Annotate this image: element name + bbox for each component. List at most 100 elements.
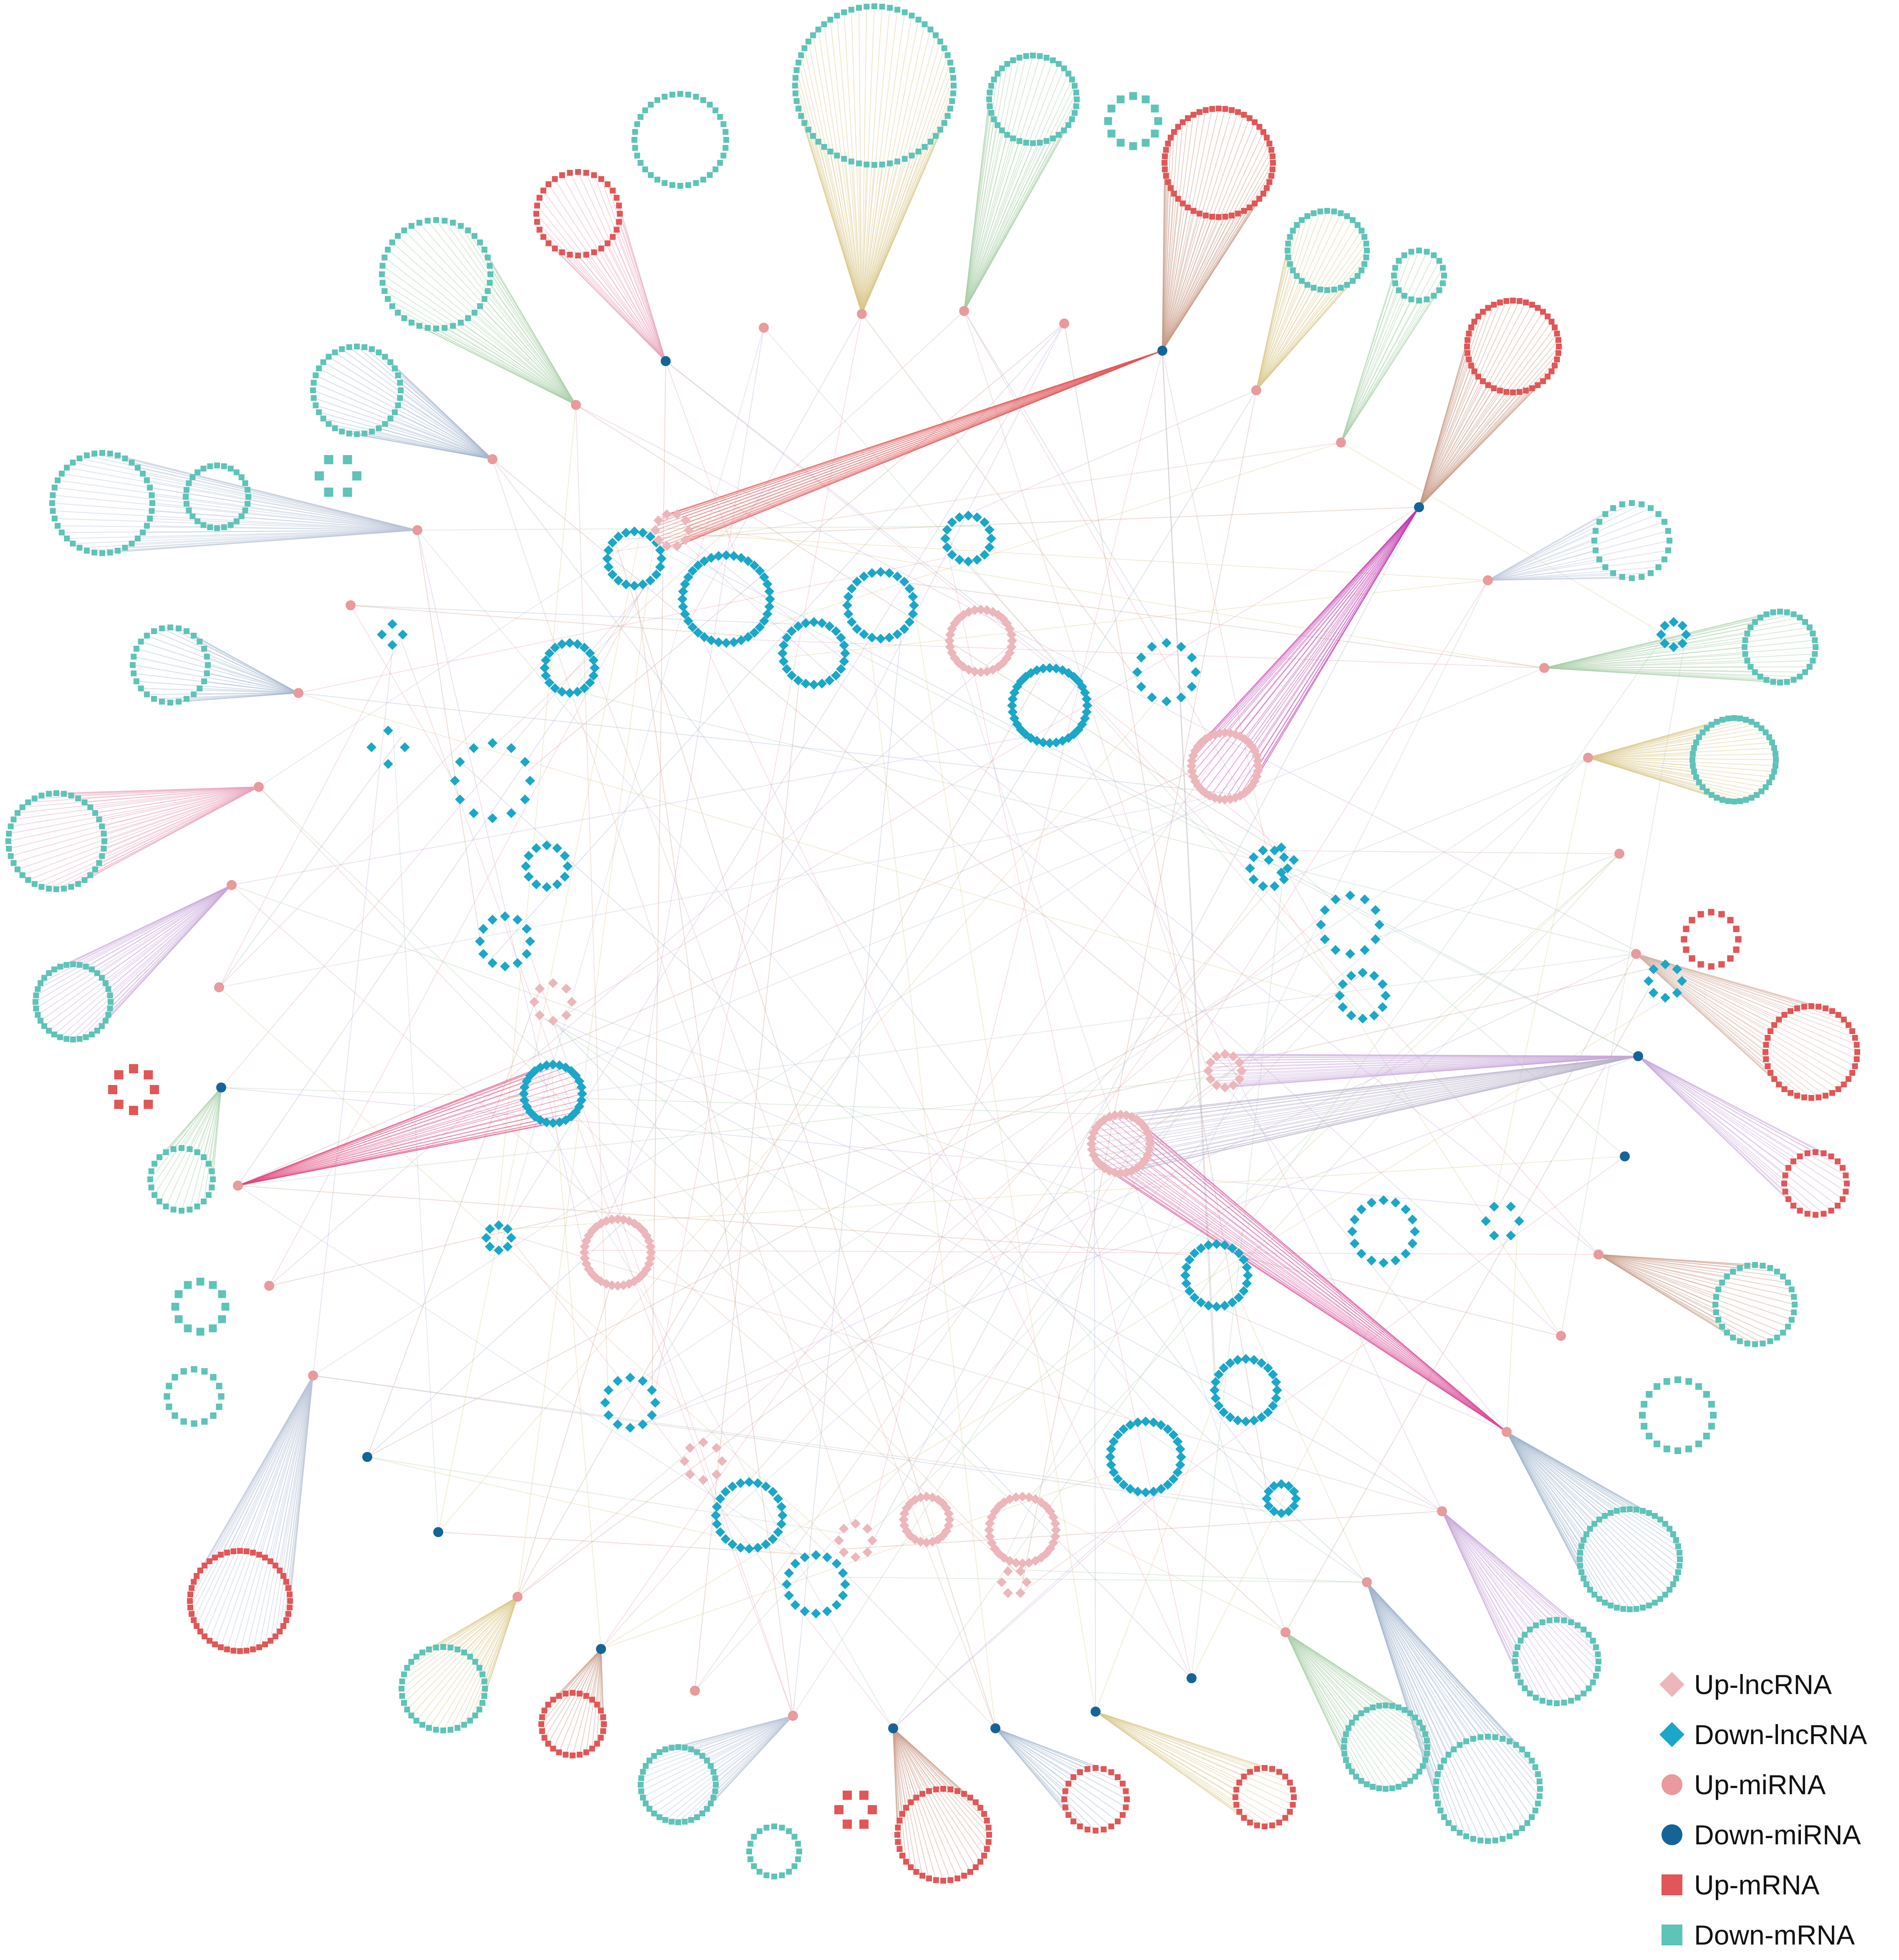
lncrna-node xyxy=(1141,1487,1151,1497)
mrna-node xyxy=(1503,298,1509,304)
mrna-node xyxy=(477,303,483,309)
mrna-node xyxy=(485,288,491,294)
edge xyxy=(1094,1131,1096,1712)
edge xyxy=(367,1457,841,1533)
lncrna-node xyxy=(1212,1302,1222,1312)
edge xyxy=(1419,392,1520,507)
edge xyxy=(866,507,1419,1553)
mrna-node xyxy=(1290,228,1296,234)
lncrna-node xyxy=(513,958,523,968)
mrna-node xyxy=(864,162,869,167)
mrna-node xyxy=(175,1290,183,1298)
mrna-node xyxy=(1640,1605,1646,1611)
mrna-node xyxy=(933,1877,939,1883)
mrna-node xyxy=(201,678,207,684)
mrna-node xyxy=(101,831,107,837)
mrna-node xyxy=(209,1184,215,1190)
mrna-node xyxy=(1593,1673,1599,1679)
mrna-node xyxy=(311,380,317,386)
mrna-node xyxy=(481,1679,487,1684)
mrna-node xyxy=(1648,570,1654,576)
mrna-node xyxy=(1535,1801,1541,1806)
edge xyxy=(1636,954,1852,1073)
mrna-node xyxy=(591,172,597,178)
mrna-node xyxy=(1765,1063,1770,1069)
lncrna-node xyxy=(647,1385,657,1395)
mrna-node xyxy=(763,1872,769,1878)
mrna-node xyxy=(194,1573,199,1579)
mrna-node xyxy=(134,678,139,684)
mrna-node xyxy=(614,227,619,233)
lncrna-node xyxy=(1249,875,1259,885)
mrna-node xyxy=(919,1873,925,1879)
lncrna-node xyxy=(500,961,510,971)
mrna-node xyxy=(843,1791,852,1800)
mrna-node xyxy=(184,1281,192,1289)
mrna-node xyxy=(903,1859,909,1865)
mrna-node xyxy=(250,1550,256,1555)
diamond-icon xyxy=(1659,1672,1685,1697)
edge xyxy=(685,351,1162,520)
edge xyxy=(544,1122,893,1728)
mrna-node xyxy=(662,94,667,100)
mrna-node xyxy=(662,1746,668,1752)
mrna-node xyxy=(942,120,947,126)
mrna-node xyxy=(856,5,862,11)
mrna-node xyxy=(180,1368,187,1374)
mirna-node xyxy=(759,323,769,333)
mrna-node xyxy=(1695,1441,1702,1447)
mrna-node xyxy=(1270,160,1276,166)
mrna-node xyxy=(25,799,31,805)
mirna-node xyxy=(1483,575,1493,585)
mrna-node xyxy=(1030,53,1036,58)
mrna-node xyxy=(720,121,726,127)
lncrna-node xyxy=(487,738,497,748)
mrna-node xyxy=(83,1034,89,1040)
mrna-node xyxy=(1708,1401,1715,1408)
mrna-node xyxy=(222,1303,230,1311)
mrna-node xyxy=(1392,265,1398,271)
mrna-node xyxy=(206,1161,212,1167)
mrna-node xyxy=(1115,1774,1121,1780)
mrna-node xyxy=(1376,1785,1382,1791)
mrna-node xyxy=(1568,1619,1574,1625)
mrna-node xyxy=(1783,1173,1788,1179)
mirna-node xyxy=(214,982,224,992)
lncrna-node xyxy=(377,630,387,640)
square-icon xyxy=(1659,1872,1685,1898)
mrna-node xyxy=(38,793,44,799)
mrna-node xyxy=(1714,795,1720,801)
mrna-node xyxy=(1416,248,1422,253)
mrna-node xyxy=(795,1841,801,1846)
mrna-node xyxy=(1364,1707,1370,1713)
edge xyxy=(367,945,1329,1457)
lncrna-node xyxy=(685,1443,695,1453)
mrna-node xyxy=(385,247,391,253)
lncrna-node xyxy=(366,742,376,752)
mrna-node xyxy=(600,1728,606,1734)
mrna-node xyxy=(798,52,804,58)
mrna-node xyxy=(1324,208,1330,214)
mrna-node xyxy=(1349,1720,1355,1725)
mrna-node xyxy=(1515,1673,1520,1679)
lncrna-node xyxy=(840,1579,850,1589)
edge xyxy=(601,887,1272,1649)
mrna-node xyxy=(848,7,854,13)
mrna-node xyxy=(1123,1788,1129,1794)
mrna-node xyxy=(268,1638,273,1644)
mrna-node xyxy=(540,234,546,240)
mrna-node xyxy=(212,1641,218,1647)
mrna-node xyxy=(1236,1809,1242,1815)
mrna-node xyxy=(903,1805,909,1811)
mrna-node xyxy=(433,326,439,331)
mrna-node xyxy=(895,1825,901,1831)
edge xyxy=(1507,1432,1679,1553)
mrna-node xyxy=(751,1834,757,1840)
mrna-node xyxy=(1747,625,1753,630)
mrna-node xyxy=(1376,1703,1382,1709)
mrna-node xyxy=(669,1745,674,1750)
mrna-node xyxy=(1561,1700,1567,1705)
mrna-node xyxy=(675,1819,681,1825)
mrna-node xyxy=(147,1176,153,1182)
mrna-node xyxy=(1203,212,1209,218)
